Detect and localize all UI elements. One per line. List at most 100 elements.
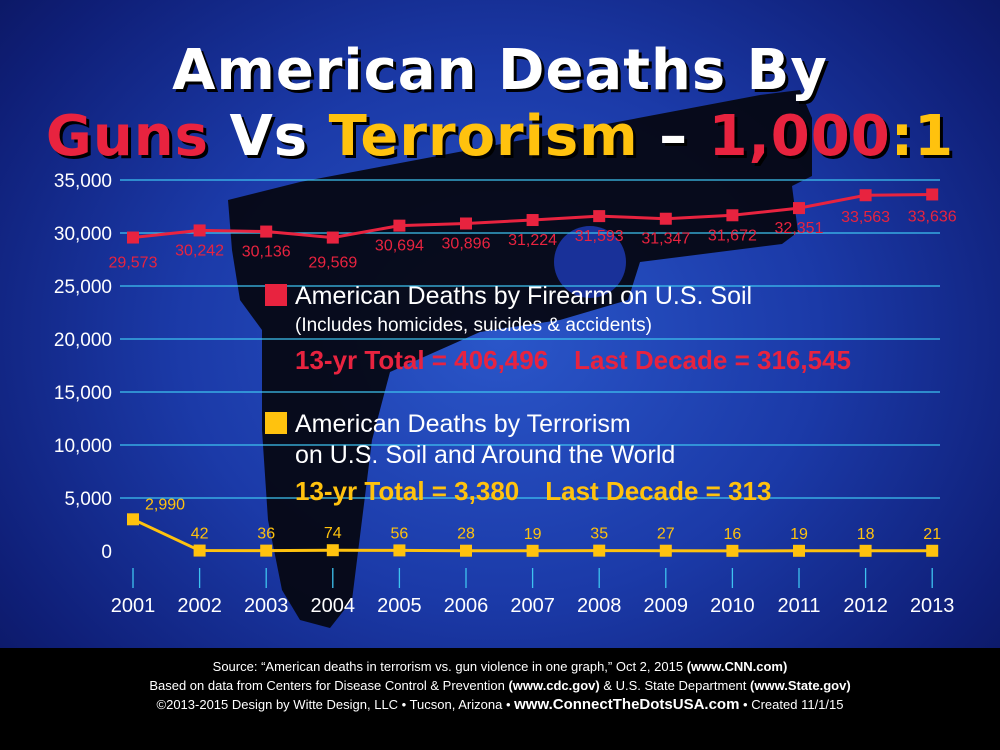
x-tick-label: 2002: [177, 595, 222, 617]
legend-firearm-label: American Deaths by Firearm on U.S. Soil: [295, 282, 753, 310]
terror-data-point: [326, 544, 339, 557]
firearm-data-label: 31,224: [508, 232, 557, 249]
terror-13yr-total: 13-yr Total = 3,380: [295, 476, 520, 506]
terror-data-label: 56: [391, 525, 409, 542]
firearm-last-decade: Last Decade = 316,545: [574, 345, 851, 375]
x-tick-label: 2008: [577, 595, 622, 617]
firearm-data-point: [260, 225, 273, 238]
x-tick-label: 2009: [644, 595, 689, 617]
terror-data-point: [127, 513, 139, 526]
y-tick-label: 20,000: [54, 330, 112, 351]
footer-line-1: Source: “American deaths in terrorism vs…: [0, 657, 1000, 676]
gun-trigger-guard: [554, 226, 626, 298]
legend-firearm: American Deaths by Firearm on U.S. Soil …: [265, 282, 851, 376]
terror-data-label: 74: [324, 525, 342, 542]
footer-state-link[interactable]: (www.State.gov): [750, 678, 851, 693]
terror-data-point: [593, 544, 606, 557]
terror-data-point: [859, 544, 872, 557]
terror-data-label: 27: [657, 526, 675, 543]
y-tick-label: 0: [101, 542, 112, 563]
y-tick-label: 5,000: [64, 489, 112, 510]
terror-last-decade: Last Decade = 313: [545, 476, 772, 506]
firearm-data-point: [393, 219, 406, 232]
footer-cnn-link[interactable]: (www.CNN.com): [686, 659, 788, 674]
title-terrorism: Terrorism: [328, 104, 639, 169]
footer-created: • Created 11/1/15: [743, 697, 844, 712]
x-tick-label: 2003: [244, 595, 289, 617]
x-tick-label: 2012: [843, 595, 888, 617]
footer-line-2: Based on data from Centers for Disease C…: [0, 676, 1000, 695]
firearm-data-label: 33,563: [841, 209, 890, 226]
terror-data-label: 2,990: [145, 496, 185, 513]
firearm-data-point: [659, 212, 672, 225]
legend-terror-totals: 13-yr Total = 3,380 Last Decade = 313: [295, 476, 771, 507]
x-tick-label: 2005: [377, 595, 422, 617]
x-tick-label: 2010: [710, 595, 755, 617]
terror-data-label: 21: [923, 526, 941, 543]
footer-site-link[interactable]: www.ConnectTheDotsUSA.com: [514, 696, 740, 713]
y-tick-label: 30,000: [54, 224, 112, 245]
title-colon: :: [890, 104, 915, 169]
footer-source: Source: “American deaths in terrorism vs…: [212, 659, 684, 674]
firearm-data-label: 33,636: [908, 208, 957, 225]
firearm-data-point: [593, 210, 606, 223]
legend-terror: American Deaths by Terrorism on U.S. Soi…: [265, 410, 771, 507]
terror-data-point: [260, 544, 273, 557]
x-tick-label: 2013: [910, 595, 955, 617]
y-tick-label: 10,000: [54, 436, 112, 457]
firearm-13yr-total: 13-yr Total = 406,496: [295, 345, 549, 375]
title-ratio-left: 1,000: [708, 104, 891, 169]
y-tick-label: 35,000: [54, 171, 112, 192]
terror-data-label: 36: [257, 526, 275, 543]
footer-line-3: ©2013-2015 Design by Witte Design, LLC •…: [0, 695, 1000, 714]
terror-data-point: [393, 544, 406, 557]
footer-based-on: Based on data from Centers for Disease C…: [149, 678, 505, 693]
title-guns: Guns: [45, 104, 209, 169]
legend-terror-swatch: [265, 412, 287, 434]
firearm-data-point: [460, 217, 472, 230]
firearm-data-label: 30,694: [375, 238, 424, 255]
firearm-data-point: [326, 231, 339, 244]
x-tick-label: 2007: [510, 595, 555, 617]
source-footer: Source: “American deaths in terrorism vs…: [0, 648, 1000, 750]
firearm-data-point: [926, 188, 939, 201]
terror-data-point: [659, 544, 672, 557]
firearm-data-label: 29,573: [109, 255, 158, 272]
terror-data-point: [460, 544, 472, 557]
firearm-data-label: 29,569: [308, 255, 357, 272]
terror-data-point: [726, 544, 739, 557]
chart-title-line2: Guns Vs Terrorism – 1,000:1: [0, 104, 1000, 169]
footer-state-dept: & U.S. State Department: [603, 678, 747, 693]
x-tick-label: 2001: [111, 595, 156, 617]
terror-data-label: 19: [790, 526, 808, 543]
firearm-data-point: [859, 189, 872, 202]
legend-firearm-totals: 13-yr Total = 406,496 Last Decade = 316,5…: [295, 345, 851, 376]
x-tick-label: 2006: [444, 595, 489, 617]
terror-data-point: [793, 544, 805, 557]
terror-data-point: [193, 544, 206, 557]
firearm-data-label: 32,351: [775, 220, 824, 237]
x-tick-label: 2011: [777, 595, 820, 617]
terror-data-label: 28: [457, 526, 475, 543]
terror-data-point: [526, 544, 539, 557]
terror-data-label: 18: [857, 526, 875, 543]
firearm-data-point: [526, 214, 539, 227]
terror-data-point: [926, 544, 939, 557]
title-vs: Vs: [229, 104, 309, 169]
firearm-data-label: 30,242: [175, 242, 224, 259]
footer-cdc-link[interactable]: (www.cdc.gov): [508, 678, 600, 693]
x-tick-label: 2004: [311, 595, 356, 617]
firearm-data-label: 31,347: [641, 231, 690, 248]
firearm-data-label: 31,672: [708, 227, 757, 244]
footer-copyright: ©2013-2015 Design by Witte Design, LLC •…: [156, 697, 511, 712]
firearm-data-label: 31,593: [575, 228, 624, 245]
firearm-data-label: 30,896: [442, 236, 491, 253]
y-tick-label: 25,000: [54, 277, 112, 298]
firearm-data-point: [793, 202, 805, 215]
terror-data-label: 19: [524, 526, 542, 543]
terror-data-label: 42: [191, 526, 209, 543]
line-chart: 0 5,000 10,000 15,000 20,000 25,000 30,000 35,0…: [54, 90, 957, 628]
firearm-data-point: [193, 224, 206, 237]
chart-title-line1: American Deaths By: [172, 38, 828, 103]
